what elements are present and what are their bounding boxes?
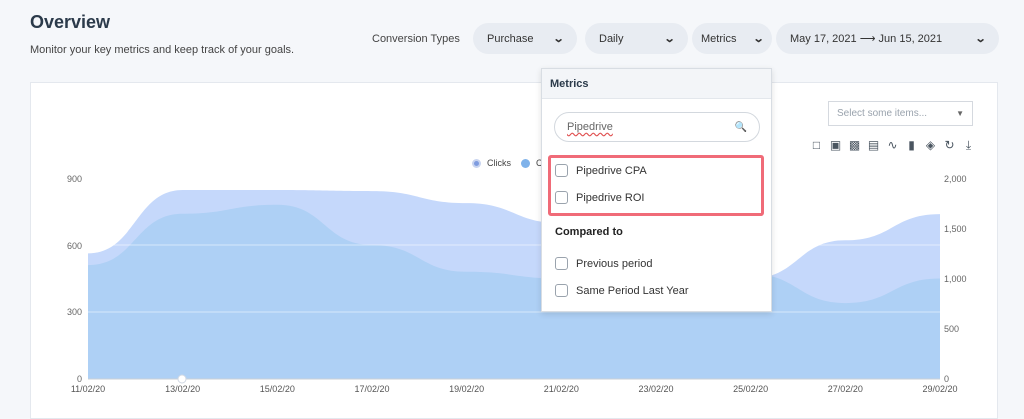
option-label: Same Period Last Year — [576, 284, 689, 297]
page-subtitle: Monitor your key metrics and keep track … — [30, 44, 295, 56]
chart-toolbar: □ ▣ ▩ ▤ ∿ ▮ ◈ ↻ ⤓ — [810, 138, 975, 153]
chevron-down-icon: ⌄ — [552, 33, 565, 45]
data-view-icon[interactable]: ▤ — [867, 138, 880, 152]
x-tick-label: 11/02/20 — [70, 384, 106, 394]
y-left-tick: 0 — [76, 374, 82, 384]
bar-icon[interactable]: ▮ — [908, 138, 915, 152]
date-range-picker[interactable]: May 17, 2021 ⟶ Jun 15, 2021 ⌄ — [776, 23, 999, 54]
items-select[interactable]: Select some items... ▼ — [828, 101, 973, 126]
grid-lines — [88, 177, 940, 380]
interval-select[interactable]: Daily ⌄ — [585, 23, 688, 54]
page-title: Overview — [30, 12, 111, 32]
restore-icon[interactable]: ↻ — [944, 138, 955, 152]
x-tick-label: 17/02/20 — [354, 384, 390, 394]
x-tick-label: 29/02/20 — [922, 384, 958, 394]
x-tick-label: 27/02/20 — [827, 384, 863, 394]
metrics-search-input[interactable]: Pipedrive 🔍 — [554, 112, 760, 142]
option-label: Pipedrive CPA — [576, 164, 647, 177]
y-right-tick: 1,000 — [944, 274, 967, 284]
download-icon[interactable]: ⤓ — [965, 138, 972, 152]
zoom-icon[interactable]: □ — [812, 138, 821, 152]
chevron-down-icon: ⌄ — [663, 33, 676, 45]
option-pipedrive-cpa[interactable]: Pipedrive CPA — [555, 164, 647, 177]
option-same-period-last-year[interactable]: Same Period Last Year — [555, 284, 689, 297]
items-select-placeholder: Select some items... — [837, 108, 928, 119]
x-tick-label: 13/02/20 — [165, 384, 201, 394]
y-right-tick: 1,500 — [944, 224, 967, 234]
x-tick-label: 23/02/20 — [638, 384, 674, 394]
y-left-tick: 600 — [66, 241, 82, 251]
option-label: Previous period — [576, 257, 653, 270]
option-label: Pipedrive ROI — [576, 191, 645, 204]
metrics-dropdown: Metrics Pipedrive 🔍 Pipedrive CPA Pipedr… — [541, 68, 772, 312]
chart-legend: Clicks C — [472, 158, 543, 168]
x-tick-label: 21/02/20 — [543, 384, 579, 394]
y-left-tick: 300 — [66, 307, 82, 317]
purchase-select-label: Purchase — [487, 32, 534, 45]
bar-chart-icon[interactable]: ▩ — [848, 138, 861, 152]
legend-clicks-marker[interactable] — [472, 158, 481, 168]
conversion-types-label: Conversion Types — [372, 33, 460, 45]
legend-clicks-label[interactable]: Clicks — [487, 158, 511, 168]
metrics-select-label: Metrics — [701, 32, 737, 45]
chevron-down-icon: ⌄ — [752, 33, 765, 45]
option-previous-period[interactable]: Previous period — [555, 257, 652, 270]
search-value: Pipedrive — [567, 121, 613, 133]
date-range-label: May 17, 2021 ⟶ Jun 15, 2021 — [790, 33, 943, 45]
y-left-tick: 900 — [66, 174, 82, 184]
checkbox[interactable] — [555, 164, 568, 177]
highlight-box — [548, 155, 764, 216]
x-tick-label: 19/02/20 — [449, 384, 485, 394]
purchase-select[interactable]: Purchase ⌄ — [473, 23, 577, 54]
caret-down-icon: ▼ — [956, 109, 964, 118]
line-icon[interactable]: ∿ — [887, 138, 898, 152]
compared-to-label: Compared to — [555, 226, 623, 238]
search-icon: 🔍 — [734, 121, 747, 133]
x-tick-label: 15/02/20 — [259, 384, 295, 394]
series-area-front — [88, 204, 940, 379]
y-right-tick: 0 — [944, 374, 950, 384]
legend-second-marker[interactable] — [521, 158, 530, 168]
legend-second-label[interactable]: C — [536, 158, 543, 168]
interval-select-label: Daily — [599, 32, 624, 45]
stack-icon[interactable]: ◈ — [925, 138, 936, 152]
y-right-tick: 2,000 — [944, 174, 967, 184]
chevron-down-icon: ⌄ — [974, 33, 987, 45]
checkbox[interactable] — [555, 284, 568, 297]
dropdown-header: Metrics — [542, 69, 771, 99]
metrics-select[interactable]: Metrics ⌄ — [692, 23, 772, 54]
data-point-marker[interactable] — [177, 374, 187, 384]
checkbox[interactable] — [555, 191, 568, 204]
zoom-reset-icon[interactable]: ▣ — [829, 138, 842, 152]
checkbox[interactable] — [555, 257, 568, 270]
y-right-tick: 500 — [944, 324, 960, 334]
option-pipedrive-roi[interactable]: Pipedrive ROI — [555, 191, 644, 204]
x-tick-label: 25/02/20 — [733, 384, 769, 394]
